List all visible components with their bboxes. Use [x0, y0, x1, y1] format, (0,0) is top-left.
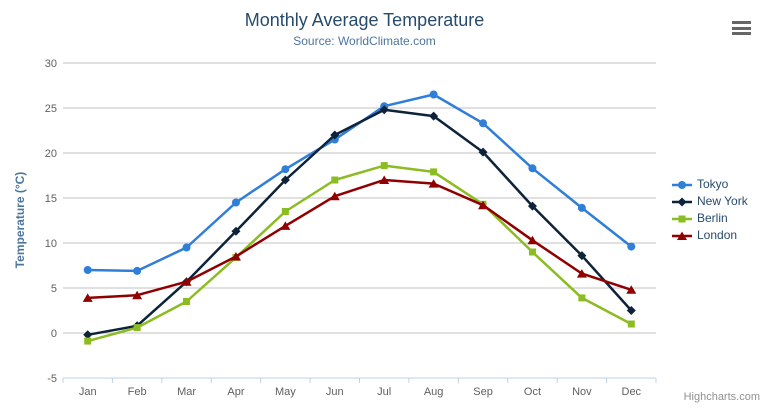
- hamburger-icon: [732, 26, 751, 30]
- context-menu-button[interactable]: [732, 21, 751, 35]
- y-tick-label: 20: [45, 148, 57, 160]
- marker-berlin-mar[interactable]: [183, 298, 191, 305]
- marker-london-nov[interactable]: [576, 269, 587, 278]
- x-tick-label: Jun: [326, 386, 344, 398]
- legend-diamond-icon: [672, 197, 692, 206]
- legend-item-berlin[interactable]: Berlin: [672, 212, 748, 225]
- marker-london-jun[interactable]: [329, 191, 340, 201]
- marker-berlin-nov[interactable]: [578, 294, 586, 302]
- marker-new-york-nov[interactable]: [577, 251, 587, 261]
- marker-berlin-jun[interactable]: [331, 176, 339, 184]
- y-tick-label: 10: [45, 238, 57, 250]
- legend-marker: [677, 231, 687, 240]
- highcharts-credit[interactable]: Highcharts.com: [683, 391, 760, 403]
- x-tick-label: Apr: [227, 386, 244, 398]
- marker-new-york-oct[interactable]: [527, 201, 537, 211]
- chart-subtitle: Source: WorldClimate.com: [293, 34, 436, 48]
- y-tick-label: 0: [51, 328, 57, 340]
- marker-new-york-may[interactable]: [280, 175, 290, 185]
- marker-tokyo-feb[interactable]: [133, 266, 142, 275]
- marker-tokyo-dec[interactable]: [627, 242, 636, 251]
- legend-item-new-york[interactable]: New York: [672, 195, 748, 208]
- x-tick-label: May: [275, 386, 296, 398]
- marker-tokyo-jan[interactable]: [83, 266, 92, 274]
- legend: Tokyo New York Berlin London: [672, 178, 748, 242]
- marker-new-york-jun[interactable]: [330, 130, 340, 140]
- x-tick-label: Jan: [79, 386, 97, 398]
- x-tick-label: Jul: [377, 386, 391, 398]
- marker-tokyo-may[interactable]: [281, 165, 290, 174]
- marker-berlin-jul[interactable]: [380, 162, 388, 170]
- legend-item-london[interactable]: London: [672, 229, 748, 242]
- marker-new-york-jul[interactable]: [379, 105, 389, 115]
- legend-marker: [677, 197, 687, 206]
- legend-circle-icon: [672, 180, 692, 189]
- series-line-london: [86, 178, 633, 300]
- marker-new-york-jan[interactable]: [83, 330, 93, 340]
- marker-tokyo-mar[interactable]: [182, 243, 191, 252]
- marker-london-sep[interactable]: [478, 200, 489, 210]
- marker-berlin-oct[interactable]: [528, 248, 536, 256]
- series-line-berlin: [86, 164, 633, 343]
- chart-title: Monthly Average Temperature: [244, 10, 485, 30]
- marker-london-dec[interactable]: [626, 285, 637, 294]
- x-tick-label: Aug: [424, 386, 444, 398]
- y-tick-label: 30: [45, 58, 57, 70]
- x-tick-label: Mar: [177, 386, 196, 398]
- marker-london-mar[interactable]: [181, 277, 192, 286]
- marker-berlin-may[interactable]: [281, 208, 289, 215]
- marker-new-york-apr[interactable]: [231, 226, 241, 236]
- legend-label: Tokyo: [697, 177, 729, 191]
- y-tick-label: -5: [47, 373, 57, 385]
- legend-label: New York: [697, 194, 748, 208]
- y-tick-label: 25: [45, 103, 57, 115]
- marker-tokyo-oct[interactable]: [528, 164, 537, 173]
- legend-label: Berlin: [697, 211, 728, 225]
- marker-london-jul[interactable]: [379, 175, 390, 185]
- y-axis-title: Temperature (°C): [13, 171, 27, 269]
- y-tick-label: 5: [51, 283, 57, 295]
- marker-tokyo-nov[interactable]: [577, 203, 586, 212]
- legend-label: London: [697, 228, 738, 242]
- x-tick-label: Dec: [622, 386, 642, 398]
- marker-london-may[interactable]: [280, 221, 291, 230]
- hamburger-icon: [732, 21, 751, 24]
- marker-tokyo-sep[interactable]: [479, 119, 488, 128]
- legend-marker: [678, 215, 686, 222]
- x-tick-label: Nov: [572, 386, 592, 398]
- marker-berlin-aug[interactable]: [430, 168, 438, 176]
- marker-london-oct[interactable]: [527, 235, 538, 245]
- legend-square-icon: [672, 215, 692, 222]
- series-line-new-york: [86, 108, 633, 337]
- x-tick-label: Feb: [128, 386, 147, 398]
- marker-london-aug[interactable]: [428, 179, 439, 188]
- hamburger-icon: [732, 32, 751, 35]
- marker-new-york-aug[interactable]: [429, 111, 439, 121]
- marker-london-feb[interactable]: [132, 290, 143, 300]
- marker-berlin-dec[interactable]: [627, 320, 635, 328]
- x-tick-label: Sep: [473, 386, 493, 398]
- y-tick-label: 15: [45, 193, 57, 205]
- legend-marker: [678, 180, 686, 189]
- x-tick-label: Oct: [524, 386, 541, 398]
- marker-new-york-sep[interactable]: [478, 147, 488, 157]
- series-line-tokyo: [86, 93, 633, 273]
- marker-london-jan[interactable]: [82, 293, 93, 302]
- marker-berlin-feb[interactable]: [133, 324, 141, 332]
- marker-new-york-dec[interactable]: [626, 306, 636, 315]
- marker-tokyo-aug[interactable]: [429, 90, 438, 99]
- marker-tokyo-apr[interactable]: [231, 198, 240, 207]
- legend-item-tokyo[interactable]: Tokyo: [672, 178, 748, 191]
- legend-triangle-icon: [672, 231, 692, 240]
- marker-berlin-jan[interactable]: [84, 337, 92, 345]
- marker-london-apr[interactable]: [230, 252, 241, 261]
